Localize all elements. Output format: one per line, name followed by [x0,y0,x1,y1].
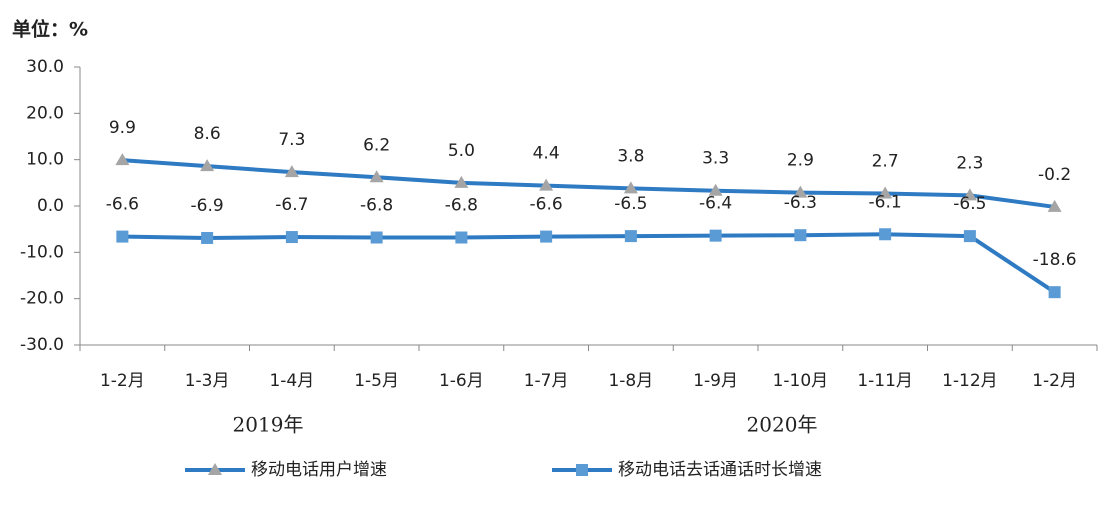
data-label: 6.2 [363,135,390,155]
x-tick-label: 1-10月 [773,371,829,391]
data-label: 2.9 [787,151,814,171]
data-label: -6.5 [614,194,647,214]
y-tick-label: 10.0 [26,150,64,170]
x-tick-label: 1-7月 [524,371,569,391]
data-point [1048,286,1061,299]
legend-marker [576,464,588,476]
data-label: 3.8 [617,146,644,166]
y-tick-label: 0.0 [37,196,64,216]
x-tick-label: 1-8月 [608,371,653,391]
data-point [624,230,637,243]
x-tick-label: 1-2月 [1032,371,1077,391]
data-point [963,230,976,243]
data-label: -6.9 [191,196,224,216]
data-label: -6.7 [275,195,308,215]
data-point [1047,199,1062,212]
legend-label: 移动电话用户增速 [251,460,387,480]
data-point [793,185,808,198]
data-label: -6.1 [869,192,902,212]
data-point [540,230,553,243]
y-tick-label: 20.0 [26,103,64,123]
data-label: 4.4 [533,144,560,164]
y-tick-label: -20.0 [20,289,64,309]
data-label: -6.4 [699,194,732,214]
data-label: -0.2 [1038,165,1071,185]
x-tick-label: 1-4月 [269,371,314,391]
data-label: 7.3 [278,130,305,150]
data-point [962,188,977,201]
x-tick-label: 1-9月 [693,371,738,391]
data-label: -6.3 [784,193,817,213]
data-point [878,186,893,199]
x-tick-label: 1-12月 [942,371,998,391]
data-point [454,175,469,188]
data-point [370,231,383,244]
x-tick-label: 1-6月 [439,371,484,391]
data-point [623,181,638,194]
x-group-label: 2020年 [747,413,818,437]
data-point [708,183,723,196]
legend-marker [208,463,222,475]
data-point [794,229,807,242]
chart-title: 单位：% [12,18,88,41]
data-point [709,229,722,242]
data-label: -18.6 [1033,250,1077,270]
x-tick-label: 1-3月 [185,371,230,391]
x-tick-label: 1-2月 [100,371,145,391]
x-group-label: 2019年 [233,413,304,437]
data-label: 3.3 [702,149,729,169]
data-label: 8.6 [194,124,221,144]
legend-label: 移动电话去话通话时长增速 [618,460,822,480]
data-point [284,165,299,178]
data-point [115,153,130,166]
data-label: 9.9 [109,118,136,138]
data-point [369,170,384,183]
series-line [122,232,1056,294]
data-label: -6.8 [360,196,393,216]
data-point [201,231,214,244]
data-point [879,228,892,241]
data-label: 5.0 [448,141,475,161]
data-point [455,231,468,244]
data-point [285,231,298,244]
y-tick-label: -30.0 [20,335,64,355]
data-label: -6.8 [445,196,478,216]
data-label: 2.3 [956,153,983,173]
y-tick-label: -10.0 [20,242,64,262]
data-label: -6.6 [106,195,139,215]
data-point [116,230,129,243]
data-point [200,159,215,172]
series-line [122,158,1055,209]
data-label: -6.6 [530,195,563,215]
data-label: -6.5 [953,194,986,214]
x-tick-label: 1-11月 [857,371,913,391]
data-label: 2.7 [872,151,899,171]
data-point [539,178,554,191]
x-tick-label: 1-5月 [354,371,399,391]
y-tick-label: 30.0 [26,57,64,77]
